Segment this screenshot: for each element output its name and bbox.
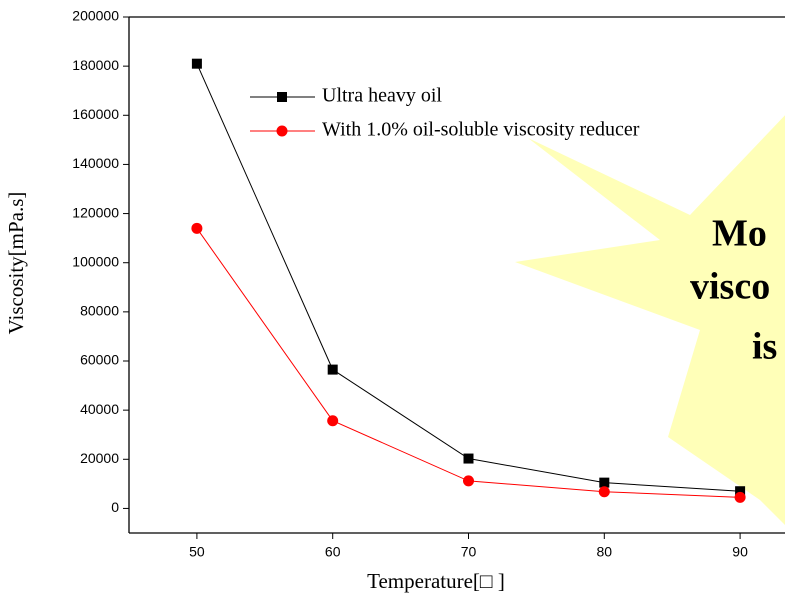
legend-marker [277, 92, 287, 102]
marker [463, 453, 474, 464]
y-tick-label: 40000 [80, 401, 119, 417]
annotation-text: visco [690, 266, 770, 308]
marker [598, 486, 610, 498]
y-tick-label: 0 [111, 499, 119, 515]
marker [734, 491, 746, 503]
marker [327, 364, 338, 375]
x-tick-label: 90 [732, 544, 748, 560]
y-tick-label: 160000 [72, 106, 119, 122]
y-tick-label: 60000 [80, 352, 119, 368]
x-tick-label: 70 [461, 544, 477, 560]
y-tick-label: 180000 [72, 57, 119, 73]
x-tick-label: 50 [189, 544, 205, 560]
annotation-text: is [752, 326, 777, 368]
marker [327, 415, 339, 427]
legend-label: Ultra heavy oil [322, 85, 442, 107]
annotation-text: Mo [712, 213, 767, 255]
x-tick-label: 60 [325, 544, 341, 560]
x-axis-label: Temperature[□ ] [367, 569, 505, 593]
y-tick-label: 100000 [72, 253, 119, 269]
y-tick-label: 120000 [72, 204, 119, 220]
y-tick-label: 80000 [80, 303, 119, 319]
y-tick-label: 200000 [72, 8, 119, 24]
y-tick-label: 20000 [80, 450, 119, 466]
marker [463, 475, 474, 487]
y-tick-label: 140000 [72, 155, 119, 171]
legend-label: With 1.0% oil-soluble viscosity reducer [322, 119, 640, 141]
legend-marker [276, 125, 288, 137]
x-tick-label: 80 [597, 544, 613, 560]
marker [599, 477, 610, 488]
starburst [515, 115, 785, 525]
marker [735, 486, 746, 497]
marker [191, 222, 203, 234]
marker [191, 58, 202, 69]
y-axis-label: Viscosity[mPa.s] [4, 192, 28, 335]
